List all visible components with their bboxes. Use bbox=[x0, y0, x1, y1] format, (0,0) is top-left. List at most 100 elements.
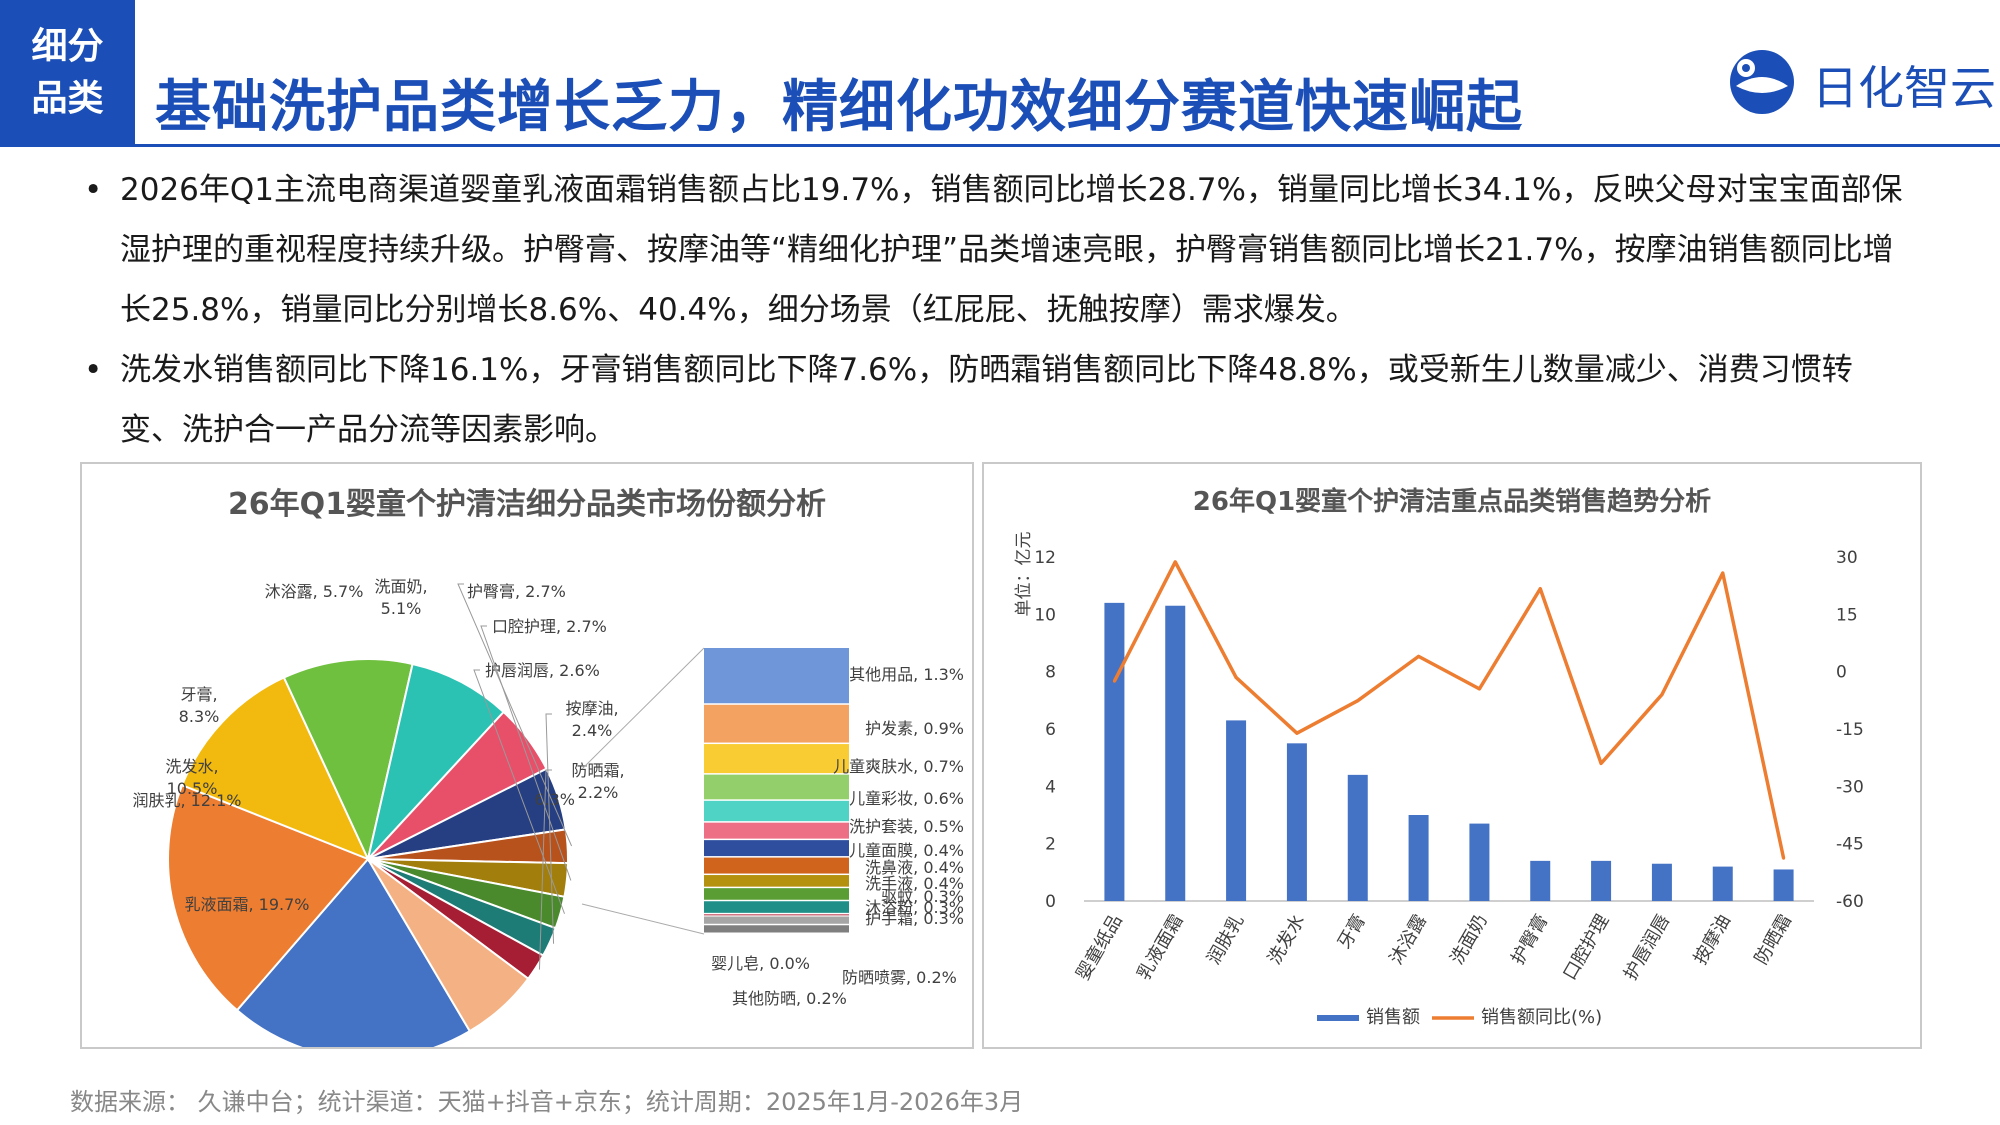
trend-y2-tick-label: -15 bbox=[1836, 720, 1864, 740]
section-tag-line2: 品类 bbox=[31, 77, 104, 119]
trend-chart-title: 26年Q1婴童个护清洁重点品类销售趋势分析 bbox=[1193, 486, 1711, 517]
yoy-growth-point bbox=[1660, 693, 1664, 697]
breakdown-segment bbox=[704, 914, 849, 916]
trend-y2-tick-label: -30 bbox=[1836, 777, 1864, 797]
sales-bar bbox=[1530, 860, 1551, 901]
pie-chart: 26年Q1婴童个护清洁细分品类市场份额分析 婴童纸品, 19.9%乳液面霜, 1… bbox=[132, 487, 964, 1060]
pie-slice-label: 口腔护理, 2.7% bbox=[492, 617, 607, 636]
trend-x-tick-label: 护唇润唇 bbox=[1620, 911, 1674, 984]
pie-leader-line bbox=[480, 625, 572, 881]
yoy-growth-point bbox=[1234, 675, 1238, 679]
pie-slice bbox=[366, 662, 506, 863]
sales-bar bbox=[1651, 863, 1672, 901]
breakdown-label: 儿童爽肤水, 0.7% bbox=[833, 757, 964, 776]
pie-slice-label: 按摩油, bbox=[565, 699, 618, 718]
trend-x-tick-label: 洗面奶 bbox=[1447, 911, 1492, 968]
header-divider bbox=[0, 144, 2000, 147]
yoy-growth-point bbox=[1599, 761, 1603, 765]
pie-slice-label: 2.2% bbox=[578, 783, 619, 802]
brand-logo: 日化智云 bbox=[1722, 38, 1996, 118]
breakdown-label: 沐浴粉, 0.3% bbox=[865, 898, 964, 917]
sales-bar bbox=[1591, 860, 1612, 901]
pie-leader-line bbox=[473, 669, 565, 914]
breakdown-segment bbox=[704, 774, 849, 800]
breakdown-connector bbox=[581, 647, 705, 770]
trend-chart: 26年Q1婴童个护清洁重点品类销售趋势分析 单位：亿元 0 2 4 6 8 10 12 -60… bbox=[1014, 486, 1864, 1028]
breakdown-label: 护手霜, 0.3% bbox=[865, 909, 964, 928]
yoy-growth-point bbox=[1782, 856, 1786, 860]
breakdown-segment bbox=[704, 822, 849, 839]
breakdown-segment bbox=[704, 704, 849, 743]
trend-x-tick-label: 乳液面霜 bbox=[1133, 911, 1187, 984]
breakdown-segment bbox=[704, 800, 849, 822]
bullet-list: 2026年Q1主流电商渠道婴童乳液面霜销售额占比19.7%，销售额同比增长28.… bbox=[80, 160, 1910, 460]
breakdown-label: 驱蚊, 0.3% bbox=[881, 887, 964, 906]
sales-bar bbox=[1712, 866, 1733, 901]
breakdown-label: 儿童彩妆, 0.6% bbox=[849, 789, 964, 808]
sales-bar bbox=[1286, 743, 1307, 901]
trend-x-tick-label: 护臀膏 bbox=[1507, 911, 1553, 969]
yoy-growth-point bbox=[1477, 687, 1481, 691]
legend-label-sales: 销售额 bbox=[1366, 1007, 1420, 1028]
breakdown-label: 护发素, 0.9% bbox=[865, 719, 964, 738]
breakdown-segment bbox=[704, 840, 849, 857]
breakdown-label: 洗鼻液, 0.4% bbox=[865, 858, 964, 877]
breakdown-label: 儿童面膜, 0.4% bbox=[849, 841, 964, 860]
yoy-growth-point bbox=[1538, 587, 1542, 591]
pie-chart-panel: 26年Q1婴童个护清洁细分品类市场份额分析 婴童纸品, 19.9%乳液面霜, 1… bbox=[80, 462, 974, 1060]
trend-x-tick-label: 牙膏 bbox=[1333, 911, 1370, 953]
pie-slice bbox=[180, 676, 370, 861]
pie-slice-label: 护臀膏, 2.7% bbox=[467, 582, 566, 601]
trend-y2-tick-label: -45 bbox=[1836, 835, 1864, 855]
section-tag: 细分 品类 bbox=[0, 0, 135, 145]
breakdown-label: 洗护套装, 0.5% bbox=[849, 817, 964, 836]
breakdown-segment bbox=[704, 916, 849, 924]
sales-bar bbox=[1408, 815, 1429, 901]
trend-y-tick-label: 0 bbox=[1045, 892, 1056, 912]
breakdown-label: 其他用品, 1.3% bbox=[849, 665, 964, 684]
yoy-growth-point bbox=[1721, 571, 1725, 575]
trend-y-tick-label: 12 bbox=[1034, 548, 1056, 568]
pie-slice bbox=[367, 858, 530, 1033]
sales-bar bbox=[1347, 774, 1368, 901]
trend-y2-tick-label: 0 bbox=[1836, 663, 1847, 683]
page-title: 基础洗护品类增长乏力，精细化功效细分赛道快速崛起 bbox=[155, 75, 1523, 140]
pie-slice-label: 洗面奶, bbox=[374, 577, 427, 596]
data-source-note: 数据来源： 久谦中台；统计渠道：天猫+抖音+京东；统计周期：2025年1月-20… bbox=[70, 1088, 1024, 1116]
section-tag-line1: 细分 bbox=[31, 25, 104, 67]
sales-bar bbox=[1165, 605, 1186, 901]
brand-logo-text: 日化智云 bbox=[1812, 61, 1996, 115]
yoy-growth-point bbox=[1112, 679, 1116, 683]
breakdown-segment bbox=[704, 857, 849, 874]
trend-y-tick-label: 10 bbox=[1034, 605, 1056, 625]
pie-slice-label: 防晒霜, bbox=[571, 761, 624, 780]
yoy-growth-point bbox=[1173, 560, 1177, 564]
breakdown-label: 其他防晒, 0.2% bbox=[732, 989, 847, 1008]
breakdown-label: 防晒喷雾, 0.2% bbox=[842, 968, 957, 987]
trend-y-tick-label: 8 bbox=[1045, 663, 1056, 683]
yoy-growth-point bbox=[1295, 731, 1299, 735]
breakdown-segment bbox=[704, 888, 849, 900]
trend-y-tick-label: 2 bbox=[1045, 835, 1056, 855]
sales-bar bbox=[1104, 602, 1125, 901]
breakdown-segment bbox=[704, 925, 849, 933]
yoy-growth-line bbox=[1112, 560, 1786, 859]
breakdown-connector bbox=[581, 903, 705, 935]
pie-chart-title: 26年Q1婴童个护清洁细分品类市场份额分析 bbox=[228, 487, 826, 522]
whale-logo-icon bbox=[1730, 50, 1794, 114]
pie-slice-label: 5.1% bbox=[381, 599, 422, 618]
pie-slice-label: 8.3% bbox=[179, 707, 220, 726]
trend-x-tick-label: 婴童纸品 bbox=[1073, 911, 1127, 984]
pie-leader-line bbox=[457, 583, 573, 847]
yoy-growth-point bbox=[1356, 699, 1360, 703]
pie-slice-label: 乳液面霜, 19.7% bbox=[184, 895, 309, 914]
pie-slice-label: 护唇润唇, 2.6% bbox=[485, 661, 600, 680]
sales-bar bbox=[1469, 823, 1490, 901]
legend-label-yoy: 销售额同比(%) bbox=[1481, 1007, 1602, 1028]
trend-x-tick-label: 洗发水 bbox=[1264, 911, 1309, 968]
bullet-item-1: 2026年Q1主流电商渠道婴童乳液面霜销售额占比19.7%，销售额同比增长28.… bbox=[80, 160, 1910, 340]
trend-x-tick-label: 口腔护理 bbox=[1559, 911, 1613, 984]
trend-y-tick-label: 6 bbox=[1045, 720, 1056, 740]
bullet-item-2: 洗发水销售额同比下降16.1%，牙膏销售额同比下降7.6%，防晒霜销售额同比下降… bbox=[80, 340, 1910, 460]
pie-slice-label: 2.4% bbox=[572, 721, 613, 740]
